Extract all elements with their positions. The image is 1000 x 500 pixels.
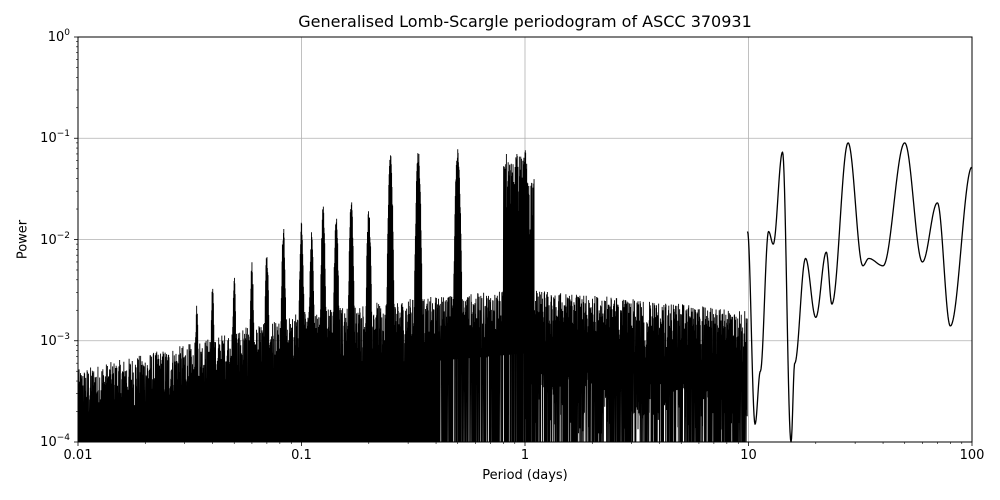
y-tick-label: 10−4 <box>40 433 70 450</box>
periodogram-curve <box>77 142 973 443</box>
y-axis-label: Power <box>15 219 31 260</box>
y-tick-label: 100 <box>47 28 70 45</box>
axis-ticks <box>74 36 973 446</box>
x-tick-label: 1 <box>520 448 530 463</box>
x-tick-label: 100 <box>959 448 985 463</box>
chart-title: Generalised Lomb-Scargle periodogram of … <box>298 12 752 31</box>
y-tick-label: 10−2 <box>40 230 70 248</box>
y-tick-label: 10−3 <box>40 331 70 349</box>
x-axis-label: Period (days) <box>482 468 568 483</box>
x-tick-label: 0.1 <box>291 448 312 463</box>
x-tick-label: 0.01 <box>63 448 93 463</box>
x-tick-label: 10 <box>740 448 757 463</box>
y-tick-label: 10−1 <box>40 129 70 147</box>
